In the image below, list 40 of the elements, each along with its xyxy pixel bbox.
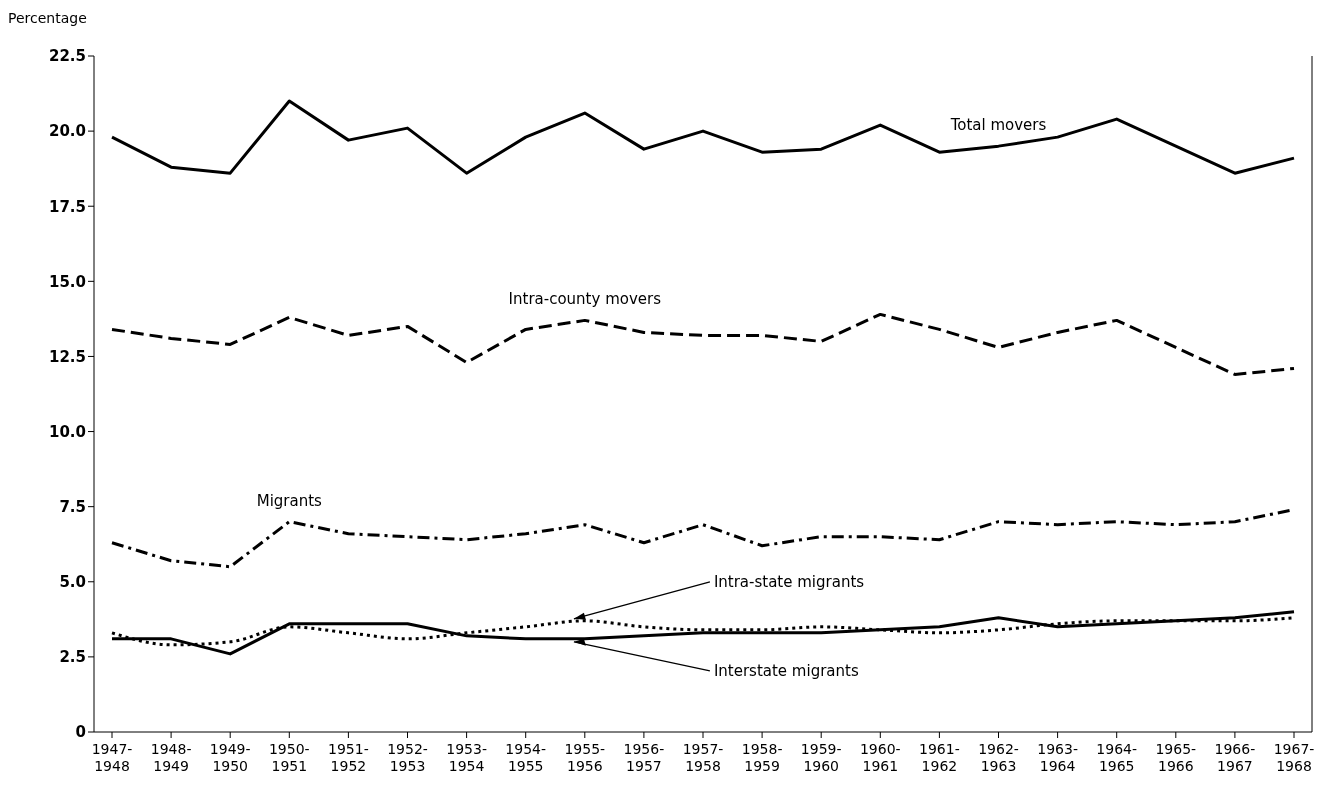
x-tick-label: 1947-1948 <box>91 741 133 774</box>
x-tick-label: 1958-1959 <box>741 741 783 774</box>
series-label: Total movers <box>949 116 1047 135</box>
y-tick-label: 22.5 <box>48 47 86 66</box>
x-tick-label: 1949-1950 <box>209 741 251 774</box>
x-tick-label: 1951-1952 <box>328 741 369 774</box>
text: Intra-state migrants <box>713 572 865 591</box>
y-axis-title: Percentage <box>8 10 87 26</box>
line-series <box>110 610 1296 656</box>
x-tick-label: 1953-1954 <box>446 741 487 774</box>
x-tick-label: 1964-1965 <box>1096 741 1138 774</box>
line-series <box>110 99 1296 175</box>
x-tick-label: 1966-1967 <box>1214 741 1256 774</box>
x-tick-label: 1952-1953 <box>387 741 428 774</box>
x-tick-label: 1960-1961 <box>859 741 901 774</box>
x-tick-label: 1961-1962 <box>919 741 960 774</box>
line-series <box>110 312 1296 376</box>
y-tick-label: 7.5 <box>59 497 86 516</box>
y-tick-label: 2.5 <box>59 648 86 667</box>
y-tick-label: 15.0 <box>48 272 86 291</box>
x-tick-label: 1955-1956 <box>564 741 606 774</box>
y-tick-label: 17.5 <box>48 197 86 216</box>
y-tick-label: 10.0 <box>48 422 86 441</box>
x-tick-label: 1954-1955 <box>505 741 547 774</box>
y-tick-label: 20.0 <box>48 122 86 141</box>
x-tick-label: 1962-1963 <box>978 741 1019 774</box>
x-tick-label: 1948-1949 <box>150 741 192 774</box>
x-tick-label: 1950-1951 <box>268 741 310 774</box>
x-tick-label: 1963-1964 <box>1037 741 1078 774</box>
y-tick-label: 5.0 <box>59 573 86 592</box>
series-label: Interstate migrants <box>713 661 859 680</box>
x-tick-label: 1957-1958 <box>682 741 724 774</box>
x-tick-label: 1965-1966 <box>1155 741 1197 774</box>
series-label: Intra-county movers <box>508 290 662 309</box>
x-tick-label: 1959-1960 <box>800 741 842 774</box>
x-tick-label: 1967-1968 <box>1273 741 1315 774</box>
x-tick-label: 1956-1957 <box>623 741 665 774</box>
series-label: Migrants <box>256 491 323 510</box>
y-tick-label: 12.5 <box>48 347 86 366</box>
y-tick-label: 0 <box>75 723 86 742</box>
